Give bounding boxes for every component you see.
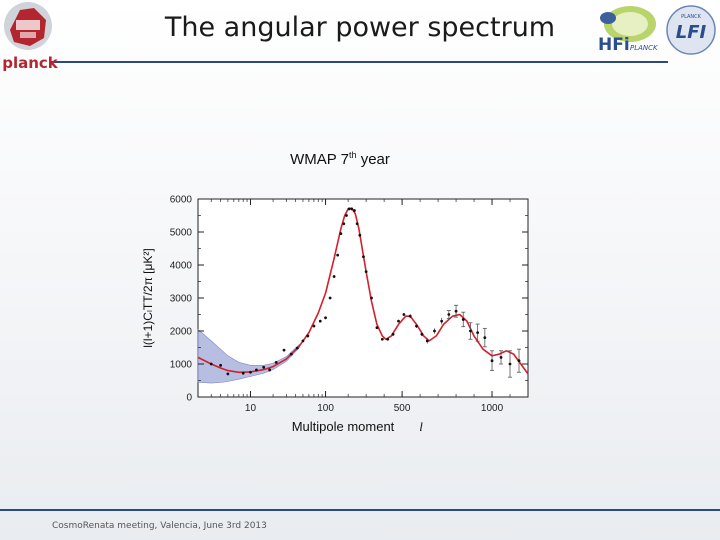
data-point [336, 253, 340, 257]
y-tick-label: 3000 [170, 294, 193, 305]
data-point [268, 368, 272, 372]
x-axis-label: Multipole moment [292, 419, 395, 434]
y-tick-label: 0 [186, 393, 192, 404]
data-point [375, 326, 379, 330]
data-point [328, 296, 332, 300]
data-point [440, 319, 444, 323]
data-point [301, 339, 305, 343]
data-point [219, 363, 222, 367]
data-point [499, 356, 503, 359]
data-point [318, 319, 322, 323]
x-tick-label: 1000 [481, 403, 504, 414]
data-point [425, 339, 429, 343]
x-tick-label: 500 [394, 403, 411, 414]
y-tick-label: 5000 [170, 228, 193, 239]
data-point [295, 346, 299, 350]
data-point [226, 372, 230, 376]
data-point [282, 348, 286, 352]
data-point [380, 337, 384, 341]
data-point [274, 360, 278, 364]
data-point [517, 359, 521, 363]
data-point [306, 334, 310, 338]
x-axis-symbol: l [419, 419, 423, 434]
data-point [209, 362, 213, 366]
data-point [324, 316, 327, 320]
data-point [255, 368, 258, 372]
hfi-logo-sub: PLANCK [630, 44, 658, 52]
data-point [454, 309, 458, 313]
data-point [353, 209, 356, 212]
data-point [289, 352, 293, 356]
y-tick-label: 6000 [170, 195, 193, 206]
data-point [364, 270, 368, 273]
data-point [483, 336, 487, 339]
data-point [345, 214, 348, 217]
footer-text: CosmoRenata meeting, Valencia, June 3rd … [52, 521, 267, 531]
power-spectrum-chart: 10 100 500 1000 0 1000 2000 3000 4000 5000 6000 Mul… [141, 195, 529, 434]
chart-heading: WMAP 7th year [240, 150, 440, 168]
chart-heading-rest: year [356, 151, 390, 168]
data-point [358, 233, 362, 237]
footer-rule [0, 509, 720, 511]
data-point [370, 296, 373, 300]
slide-title: The angular power spectrum [164, 12, 556, 43]
hfi-logo-text: HFi [598, 35, 630, 55]
data-point [415, 324, 418, 328]
data-point [402, 313, 406, 316]
data-point [355, 222, 359, 226]
chart-heading-main: WMAP 7 [290, 151, 350, 168]
data-point [332, 275, 336, 278]
data-point [339, 232, 343, 236]
data-point [447, 313, 451, 316]
data-point [391, 332, 395, 336]
lfi-logo-text: LFI [676, 22, 707, 43]
hfi-logo: HFi PLANCK [598, 6, 658, 55]
data-point [469, 329, 472, 333]
lfi-logo: LFI PLANCK [666, 5, 716, 55]
chart-heading-sup: th [349, 150, 357, 160]
data-point [312, 324, 316, 328]
data-point [408, 314, 412, 318]
data-point [249, 370, 252, 374]
x-tick-label: 100 [317, 403, 334, 414]
y-tick-label: 2000 [170, 327, 193, 338]
y-axis-label: l(l+1)CₗTT/2π [μK²] [141, 248, 155, 348]
data-point [508, 362, 512, 366]
data-point [362, 255, 365, 259]
data-point [420, 332, 424, 336]
data-point [342, 222, 346, 226]
header-rule [50, 61, 668, 63]
data-point [490, 359, 494, 363]
data-point [386, 337, 390, 341]
planck-logo-text: planck [2, 54, 59, 72]
data-point [350, 207, 354, 211]
data-point [461, 318, 465, 321]
planck-logo: planck [2, 2, 59, 72]
lfi-logo-sub: PLANCK [681, 14, 702, 20]
data-point [347, 207, 351, 211]
y-tick-label: 4000 [170, 261, 193, 272]
data-point [241, 371, 245, 375]
data-point [262, 365, 266, 369]
data-point [433, 329, 436, 333]
data-point [476, 331, 480, 335]
x-tick-label: 10 [245, 403, 257, 414]
data-point [397, 319, 400, 323]
y-tick-label: 1000 [170, 360, 193, 371]
